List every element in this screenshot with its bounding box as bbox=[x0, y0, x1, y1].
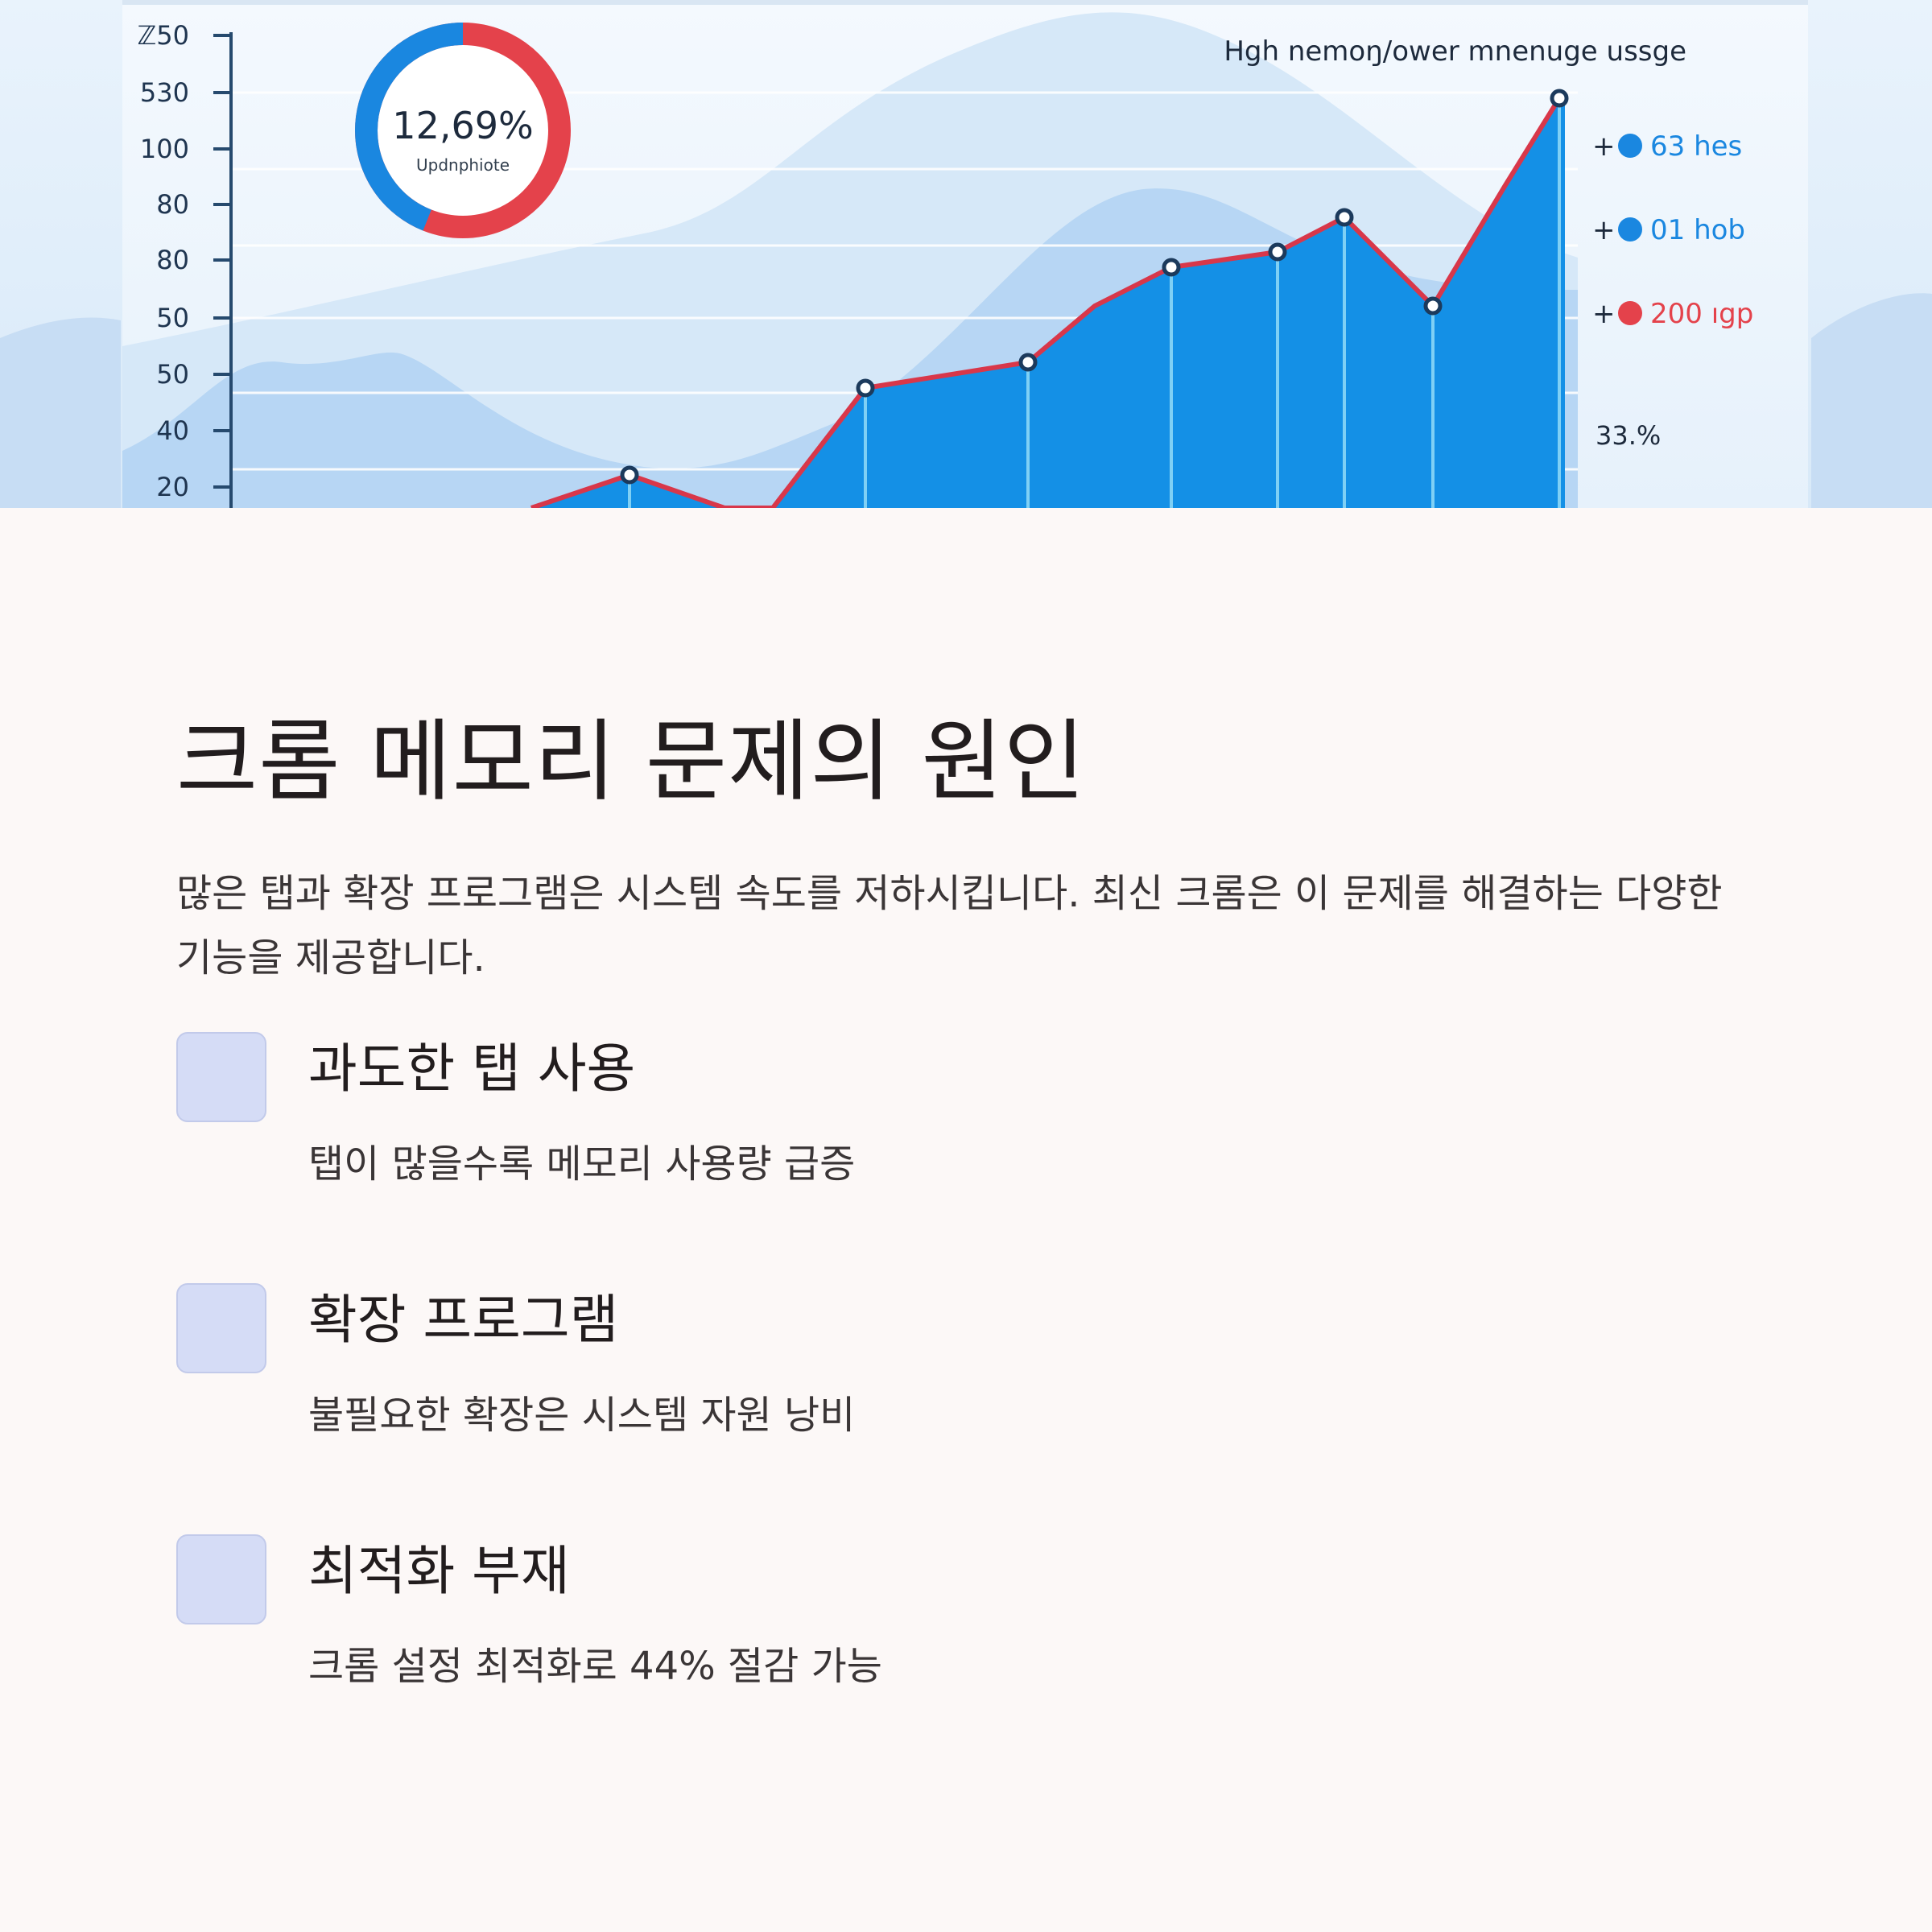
chart-title: Hgh nemoŋ/ower mnenuge ussge bbox=[1224, 35, 1686, 68]
legend-plus-1: + bbox=[1592, 130, 1616, 163]
cause-item-optimization: 최적화 부재 크롬 설정 최적화로 44% 절감 가능 bbox=[176, 1534, 1770, 1785]
y-tick-label: 80 bbox=[156, 245, 189, 275]
y-axis: ℤ50 530 100 80 80 50 50 40 20 bbox=[137, 20, 233, 508]
legend-label-1: 63 hes bbox=[1650, 130, 1742, 163]
cause-title: 확장 프로그램 bbox=[308, 1289, 619, 1351]
y-tick-label: ℤ50 bbox=[137, 20, 189, 51]
cause-description: 탭이 많을수록 메모리 사용량 급증 bbox=[308, 1141, 856, 1187]
donut-label: Updnphiote bbox=[416, 155, 510, 175]
side-wave-left bbox=[0, 317, 121, 508]
data-point bbox=[620, 465, 639, 485]
legend: + 63 hes + 01 hob + 200 ıgp bbox=[1592, 130, 1753, 330]
legend-dot-2 bbox=[1618, 217, 1642, 242]
tab-icon bbox=[176, 1032, 266, 1122]
y-tick-label: 40 bbox=[156, 415, 189, 446]
data-point bbox=[1162, 258, 1181, 277]
panel-top-edge bbox=[122, 0, 1808, 5]
cause-title: 최적화 부재 bbox=[308, 1540, 570, 1602]
donut-value: 12,69% bbox=[392, 104, 533, 147]
data-point bbox=[1018, 353, 1038, 372]
y-tick-label: 100 bbox=[140, 134, 189, 164]
data-point bbox=[1550, 89, 1569, 108]
legend-label-2: 01 hob bbox=[1650, 214, 1745, 246]
extension-icon bbox=[176, 1283, 266, 1373]
donut-inner bbox=[372, 39, 554, 221]
legend-plus-3: + bbox=[1592, 298, 1616, 330]
y-tick-label: 530 bbox=[140, 77, 189, 108]
cause-list: 과도한 탭 사용 탭이 많을수록 메모리 사용량 급증 확장 프로그램 불필요한… bbox=[176, 1032, 1770, 1785]
data-point bbox=[1335, 208, 1354, 227]
data-point bbox=[856, 378, 875, 398]
y-tick-label: 50 bbox=[156, 359, 189, 390]
cause-description: 크롬 설정 최적화로 44% 절감 가능 bbox=[308, 1644, 882, 1689]
y-tick-label: 80 bbox=[156, 189, 189, 220]
legend-label-3: 200 ıgp bbox=[1650, 298, 1753, 330]
cause-item-tabs: 과도한 탭 사용 탭이 많을수록 메모리 사용량 급증 bbox=[176, 1032, 1770, 1283]
cause-description: 불필요한 확장은 시스템 자원 낭비 bbox=[308, 1393, 856, 1438]
donut-segment-blue bbox=[355, 23, 571, 238]
data-point bbox=[1268, 242, 1287, 262]
hero-chart-image: ℤ50 530 100 80 80 50 50 40 20 12,69% Updnphiote … bbox=[0, 0, 1932, 508]
cause-item-extensions: 확장 프로그램 불필요한 확장은 시스템 자원 낭비 bbox=[176, 1283, 1770, 1534]
page-title: 크롬 메모리 문제의 원인 bbox=[176, 710, 1086, 813]
legend-dot-1 bbox=[1618, 134, 1642, 158]
data-area-group bbox=[530, 89, 1569, 508]
legend-dot-3 bbox=[1618, 301, 1642, 325]
legend-plus-2: + bbox=[1592, 214, 1616, 246]
data-point bbox=[1423, 296, 1443, 316]
side-wave-right bbox=[1811, 293, 1932, 508]
y-tick-label: 20 bbox=[156, 472, 189, 502]
y-tick-label: 50 bbox=[156, 303, 189, 333]
cause-title: 과도한 탭 사용 bbox=[308, 1038, 636, 1100]
settings-icon bbox=[176, 1534, 266, 1624]
donut-chart: 12,69% Updnphiote bbox=[355, 23, 571, 238]
data-area bbox=[531, 98, 1565, 508]
extra-percent-label: 33.% bbox=[1596, 420, 1661, 451]
content-section: 크롬 메모리 문제의 원인 많은 탭과 확장 프로그램은 시스템 속도를 저하시… bbox=[176, 708, 1770, 1785]
intro-paragraph: 많은 탭과 확장 프로그램은 시스템 속도를 저하시킵니다. 최신 크롬은 이 … bbox=[176, 871, 1723, 980]
